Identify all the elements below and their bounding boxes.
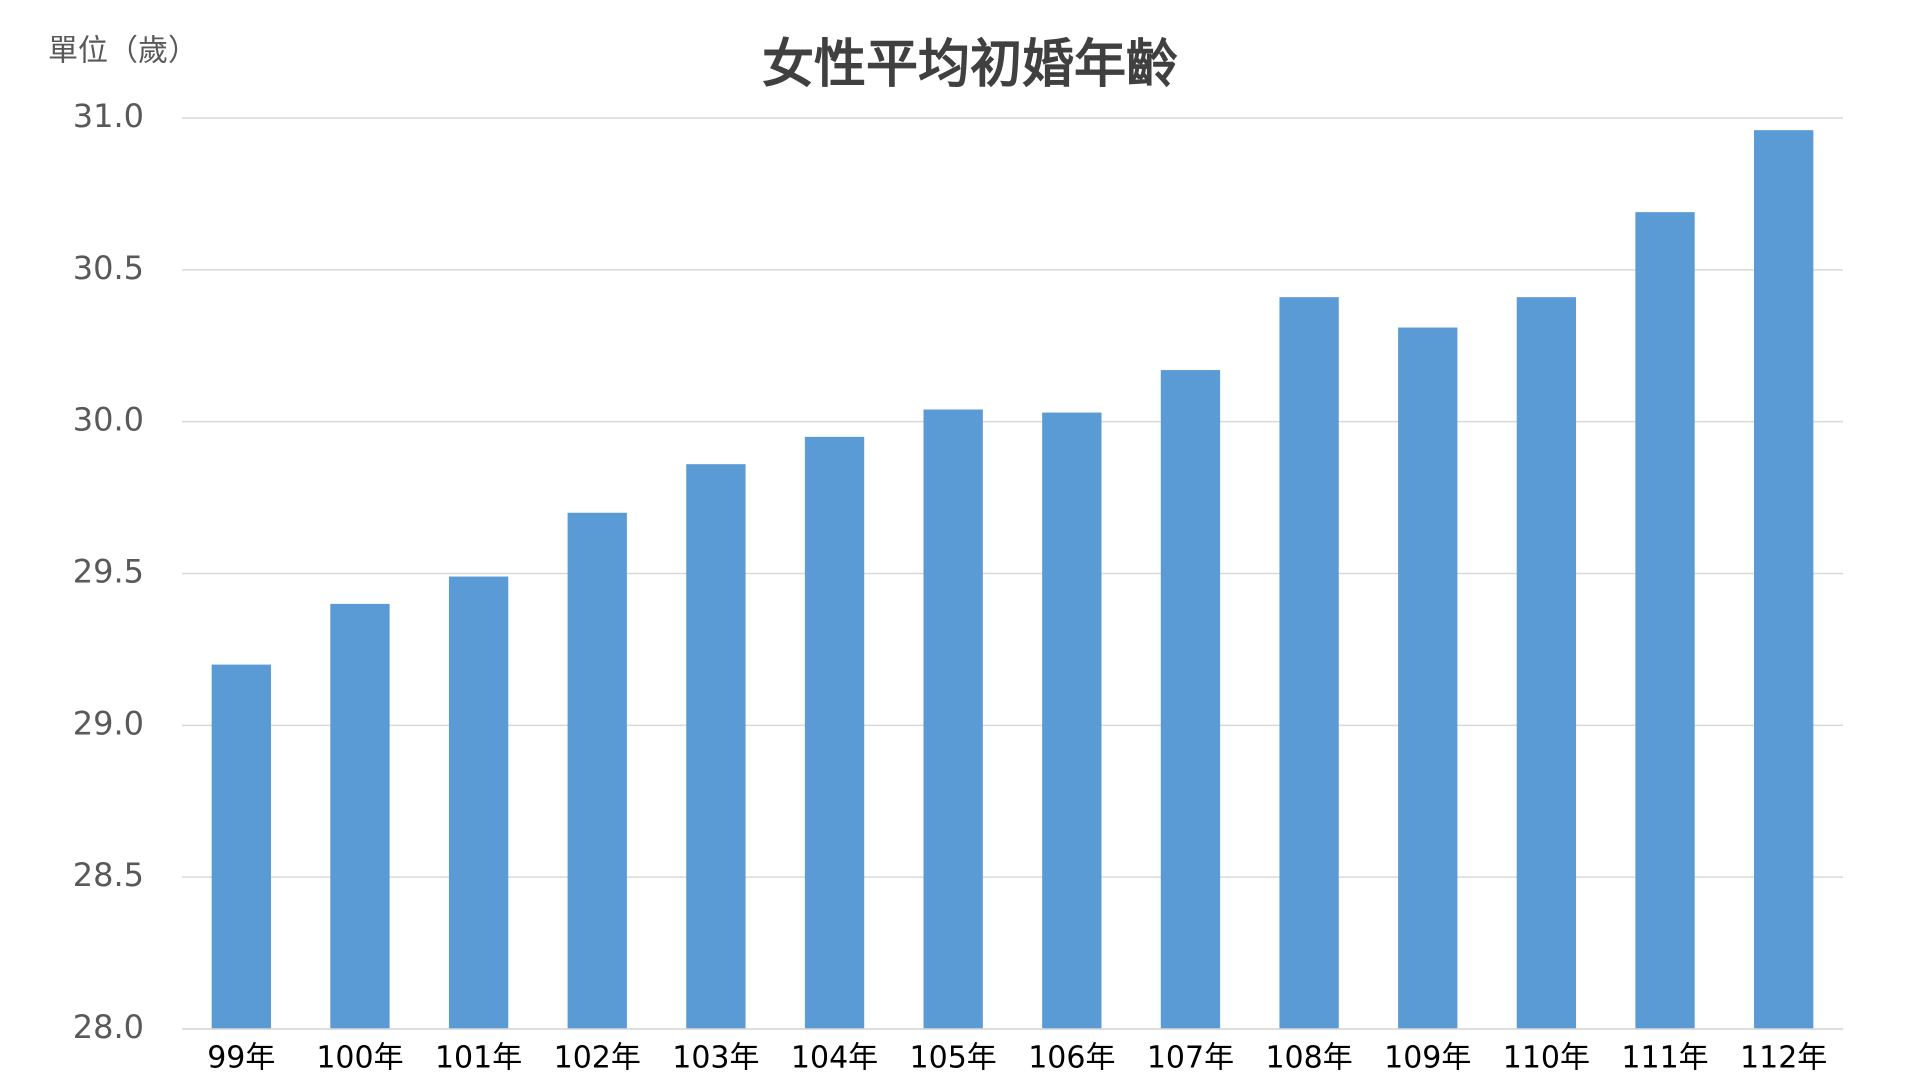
- bar: [1042, 412, 1102, 1030]
- x-tick-label: 99年: [207, 1041, 275, 1076]
- chart-title: 女性平均初婚年齡: [762, 35, 1178, 95]
- y-tick-label: 28.5: [73, 856, 144, 894]
- bar: [567, 512, 627, 1029]
- bar: [448, 576, 509, 1029]
- y-tick-label: 29.5: [73, 553, 144, 591]
- y-axis-label: 單位（歲）: [48, 34, 198, 69]
- x-tick-label: 109年: [1384, 1041, 1471, 1076]
- x-tick-label: 104年: [791, 1041, 878, 1076]
- bar: [1635, 212, 1695, 1030]
- bar: [1516, 297, 1577, 1029]
- x-tick-label: 108年: [1265, 1041, 1352, 1076]
- x-tick-label: 112年: [1740, 1041, 1827, 1076]
- bar: [923, 409, 983, 1029]
- bar: [1754, 130, 1814, 1029]
- y-tick-label: 31.0: [73, 97, 144, 135]
- bar: [1160, 370, 1221, 1029]
- y-tick-label: 29.0: [73, 704, 144, 742]
- x-tick-label: 107年: [1147, 1041, 1234, 1076]
- x-tick-label: 106年: [1028, 1041, 1115, 1076]
- bar: [330, 603, 390, 1029]
- bar: [804, 436, 865, 1030]
- x-tick-label: 111年: [1621, 1041, 1708, 1076]
- bar: [211, 664, 271, 1029]
- bar: [1279, 297, 1339, 1029]
- bar: [1398, 327, 1458, 1029]
- y-tick-label: 30.5: [73, 249, 144, 287]
- x-tick-label: 110年: [1503, 1041, 1590, 1076]
- y-tick-label: 30.0: [73, 401, 144, 439]
- x-tick-label: 105年: [910, 1041, 997, 1076]
- x-tick-label: 102年: [554, 1041, 641, 1076]
- bar: [686, 464, 746, 1029]
- x-tick-label: 103年: [672, 1041, 759, 1076]
- x-tick-label: 100年: [316, 1041, 403, 1076]
- x-tick-label: 101年: [435, 1041, 522, 1076]
- y-tick-label: 28.0: [73, 1008, 144, 1046]
